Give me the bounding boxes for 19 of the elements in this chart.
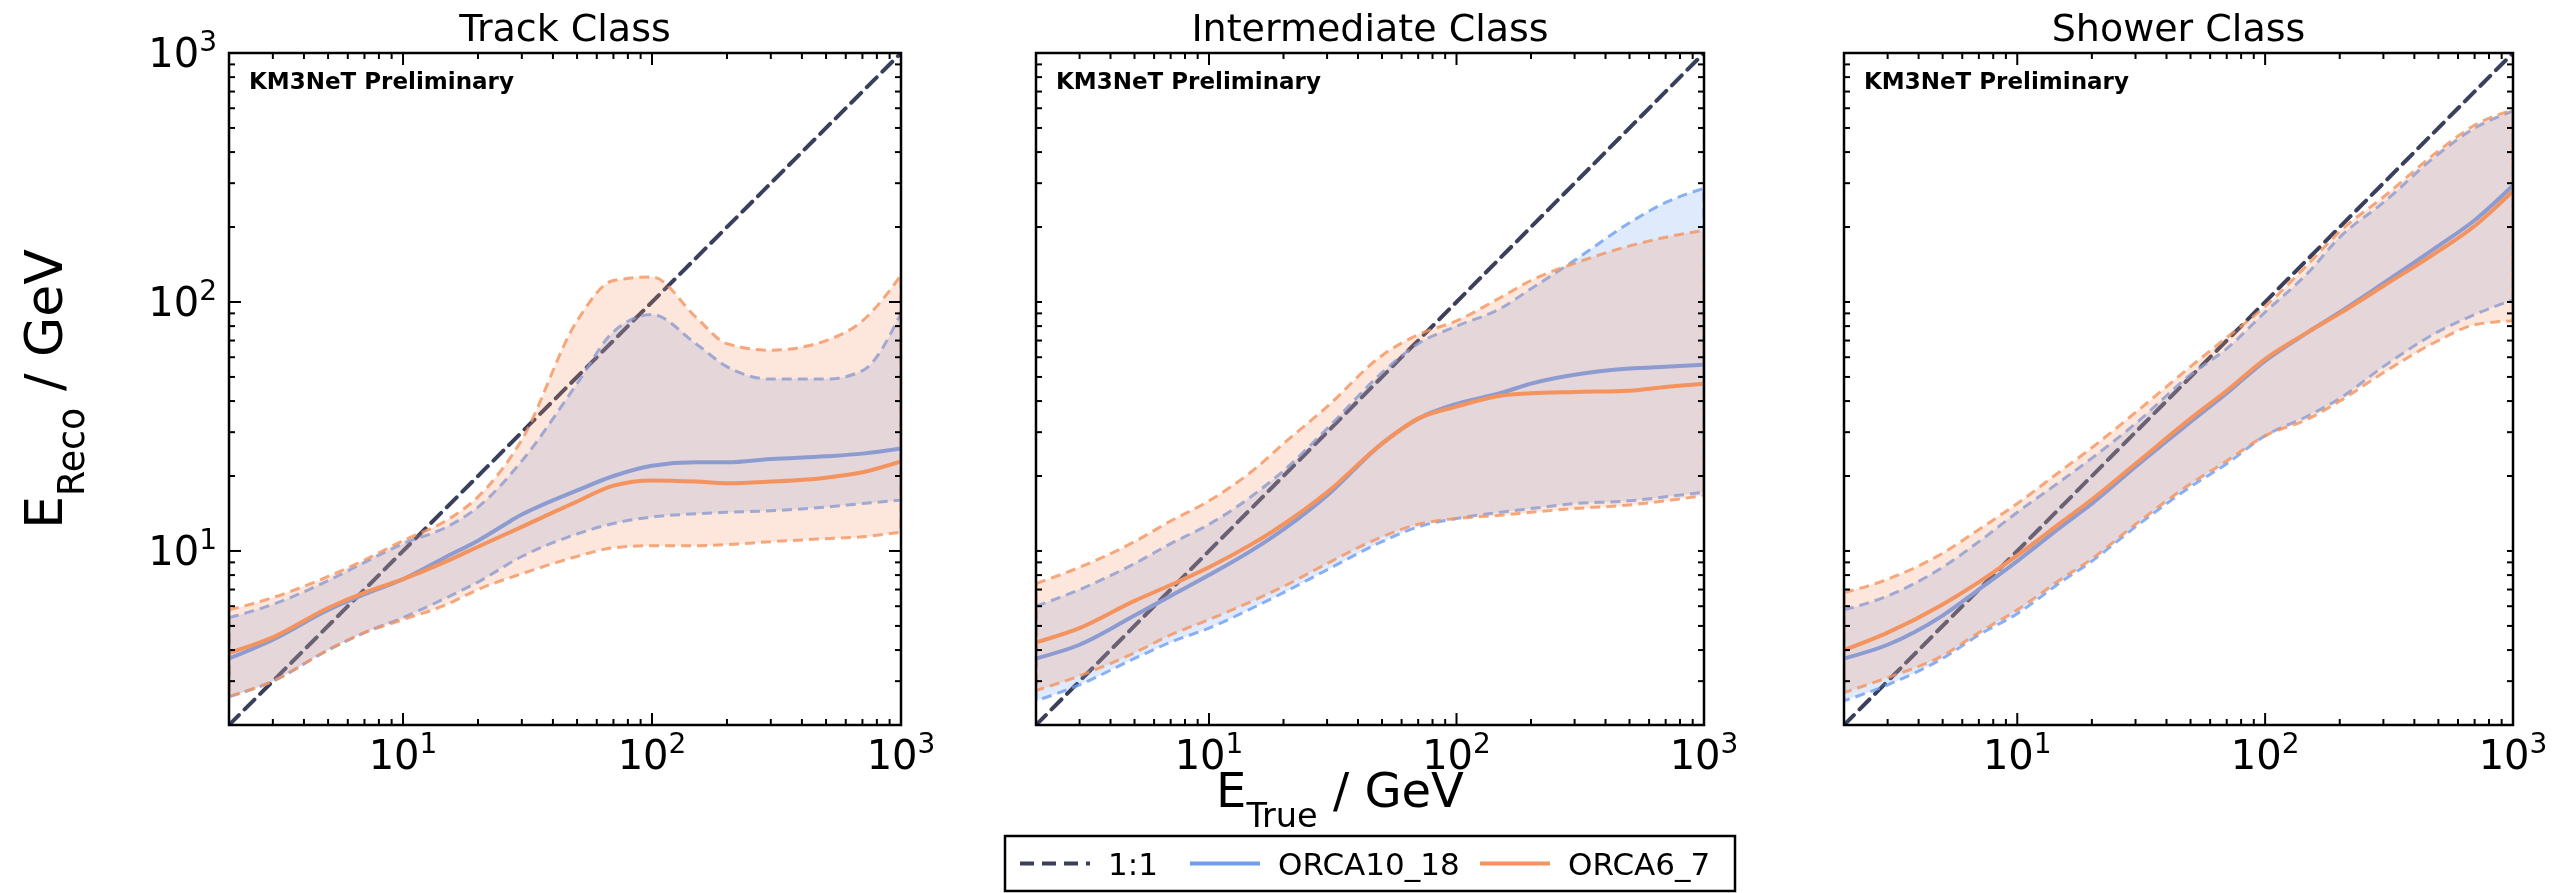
legend-label: 1:1	[1108, 845, 1158, 882]
x-tick-label: 10$^{1}$	[368, 726, 438, 778]
y-tick-label: 10$^{1}$	[148, 522, 217, 574]
chart-title: Intermediate Class	[1191, 6, 1549, 50]
chart-title: Shower Class	[2051, 6, 2306, 50]
y-tick-label: 10$^{2}$	[148, 273, 217, 325]
legend-label: ORCA6_7	[1568, 845, 1711, 882]
x-tick-label: 10$^{1}$	[1982, 726, 2052, 778]
legend-label: ORCA10_18	[1278, 845, 1460, 882]
chart-title: Track Class	[458, 6, 671, 50]
annotation: KM3NeT Preliminary	[1864, 68, 2129, 94]
annotation: KM3NeT Preliminary	[249, 68, 514, 94]
y-tick-label: 10$^{3}$	[148, 24, 217, 76]
x-tick-label: 10$^{3}$	[2478, 726, 2548, 778]
x-tick-label: 10$^{3}$	[1669, 726, 1739, 778]
x-tick-label: 10$^{3}$	[866, 726, 936, 778]
x-tick-label: 10$^{2}$	[2230, 726, 2300, 778]
annotation: KM3NeT Preliminary	[1056, 68, 1321, 94]
x-tick-label: 10$^{2}$	[617, 726, 687, 778]
